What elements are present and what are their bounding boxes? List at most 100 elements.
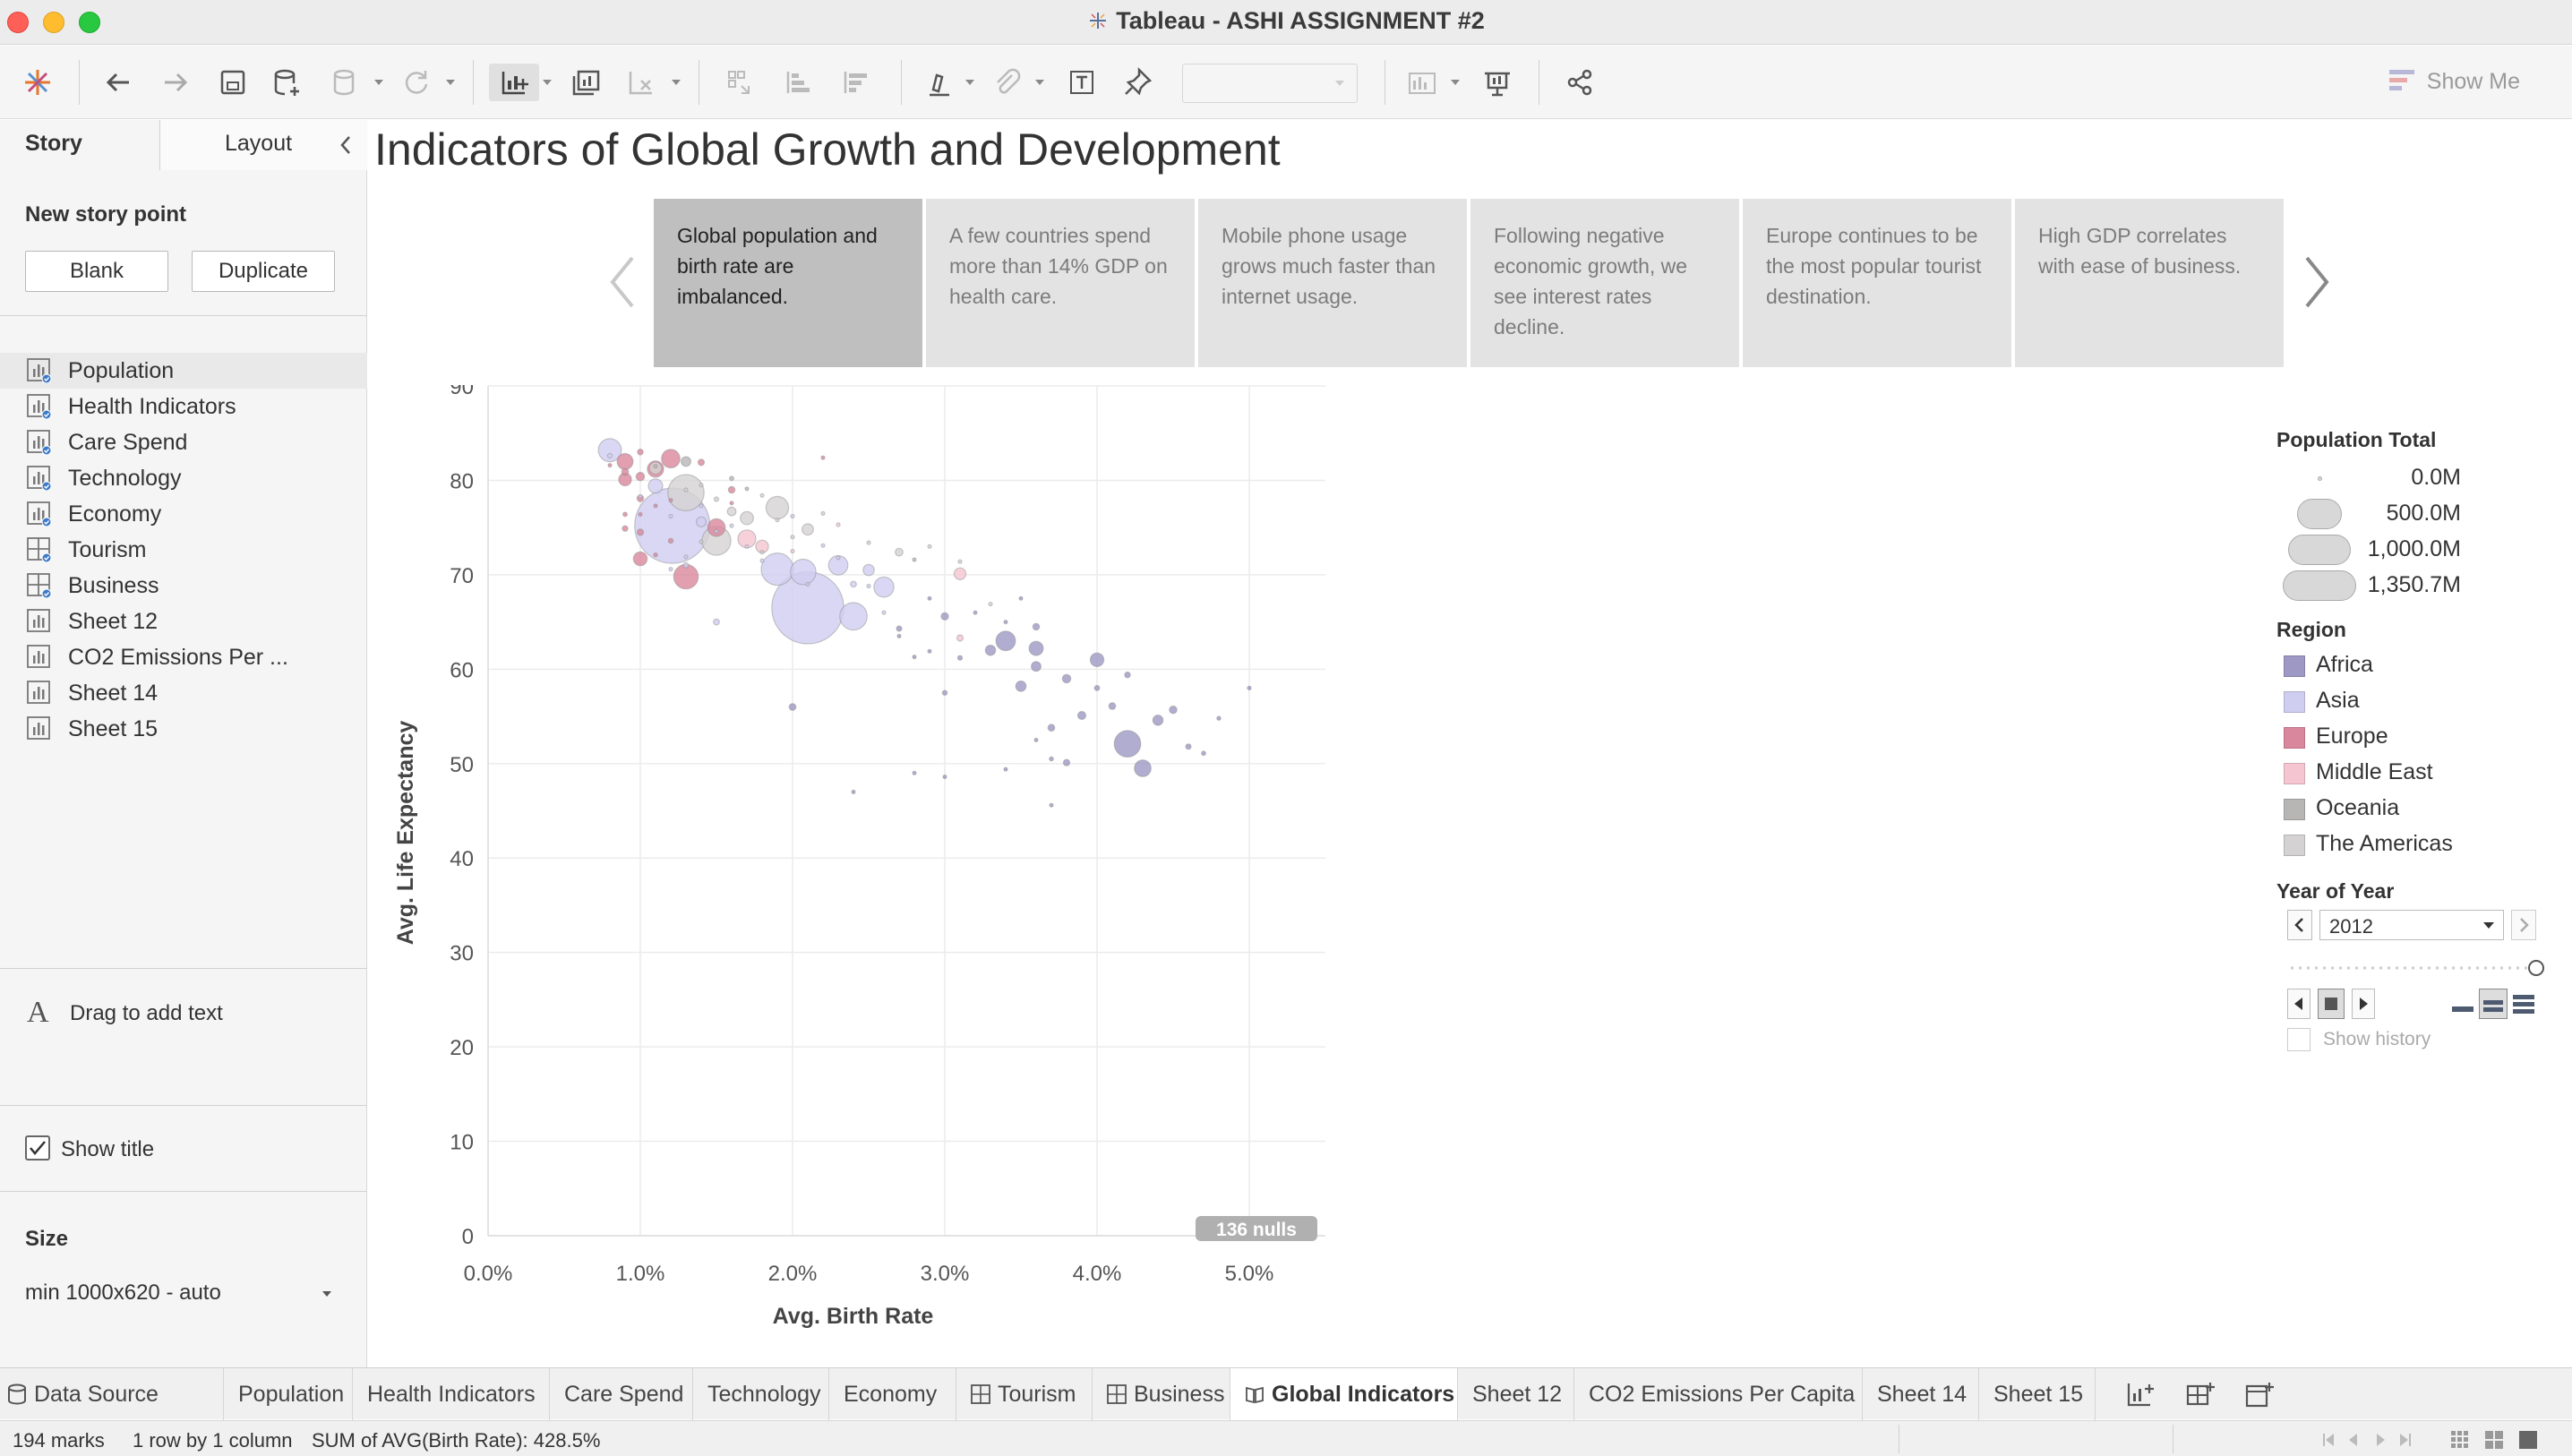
chevron-down-icon[interactable] — [446, 80, 455, 85]
scatter-point-the-americas[interactable] — [740, 510, 754, 526]
close-window-button[interactable] — [7, 12, 29, 33]
sheet-tab-population[interactable]: Population — [224, 1368, 353, 1420]
scatter-point-europe[interactable] — [621, 467, 630, 476]
scatter-point-africa[interactable] — [927, 595, 932, 601]
sheet-item-business[interactable]: Business — [0, 568, 367, 604]
scatter-point-europe[interactable] — [729, 501, 734, 506]
scatter-point-the-americas[interactable] — [802, 523, 814, 536]
next-story-point-icon[interactable] — [2298, 251, 2334, 313]
scatter-point-asia[interactable] — [668, 513, 673, 519]
sheet-tab-sheet-15[interactable]: Sheet 15 — [1979, 1368, 2096, 1420]
scatter-point-europe[interactable] — [637, 449, 644, 456]
scatter-point-the-americas[interactable] — [765, 495, 790, 520]
scatter-point-middle-east[interactable] — [956, 634, 964, 642]
scatter-point-africa[interactable] — [940, 612, 949, 621]
scatter-point-asia[interactable] — [820, 543, 826, 548]
duplicate-sheet-icon[interactable] — [566, 64, 605, 101]
chevron-down-icon[interactable] — [1451, 80, 1460, 85]
chevron-down-icon[interactable] — [374, 80, 383, 85]
show-tabs-icon[interactable] — [2518, 1430, 2538, 1450]
scatter-point-asia[interactable] — [699, 503, 704, 509]
scatter-point-the-americas[interactable] — [683, 487, 689, 492]
scatter-point-asia[interactable] — [836, 555, 841, 561]
scatter-point-asia[interactable] — [862, 563, 875, 577]
sheet-tab-technology[interactable]: Technology — [693, 1368, 829, 1420]
scatter-point-asia[interactable] — [866, 583, 871, 589]
zoom-window-button[interactable] — [79, 12, 100, 33]
duplicate-button[interactable]: Duplicate — [192, 251, 335, 292]
sheet-tab-economy[interactable]: Economy — [829, 1368, 956, 1420]
story-point-6[interactable]: High GDP correlates with ease of busines… — [2015, 199, 2284, 367]
scatter-point-africa[interactable] — [1216, 715, 1222, 722]
sheet-navigation-arrows-icon[interactable] — [2321, 1430, 2420, 1450]
sheet-item-technology[interactable]: Technology — [0, 460, 367, 496]
scatter-point-the-americas[interactable] — [699, 483, 704, 488]
scatter-point-africa[interactable] — [1018, 595, 1024, 601]
scatter-point-africa[interactable] — [1003, 620, 1008, 625]
new-story-tab-icon[interactable] — [2244, 1381, 2275, 1414]
chevron-down-icon[interactable] — [543, 80, 552, 85]
scatter-point-asia[interactable] — [839, 602, 868, 631]
new-worksheet-tab-icon[interactable] — [2126, 1381, 2156, 1414]
sheet-tab-health-indicators[interactable]: Health Indicators — [353, 1368, 550, 1420]
story-point-4[interactable]: Following negative economic growth, we s… — [1470, 199, 1739, 367]
scatter-point-asia[interactable] — [729, 523, 734, 528]
sheet-item-sheet-12[interactable]: Sheet 12 — [0, 604, 367, 639]
refresh-icon[interactable] — [396, 64, 435, 101]
scatter-point-europe[interactable] — [727, 485, 736, 494]
scatter-point-africa[interactable] — [1200, 750, 1206, 757]
new-worksheet-icon[interactable] — [489, 64, 539, 101]
show-title-checkbox[interactable] — [25, 1135, 50, 1161]
scatter-point-the-americas[interactable] — [895, 547, 904, 557]
scatter-point-africa[interactable] — [1124, 671, 1131, 679]
scatter-point-europe[interactable] — [622, 511, 629, 518]
chevron-down-icon[interactable] — [965, 80, 974, 85]
scatter-point-asia[interactable] — [668, 567, 673, 572]
scatter-point-the-americas[interactable] — [957, 559, 963, 564]
story-point-1[interactable]: Global population and birth rate are imb… — [654, 199, 922, 367]
scatter-point-africa[interactable] — [1033, 737, 1039, 742]
sheet-item-sheet-14[interactable]: Sheet 14 — [0, 675, 367, 711]
scatter-point-asia[interactable] — [873, 576, 895, 598]
scatter-point-the-americas[interactable] — [927, 544, 932, 549]
tableau-home-icon[interactable] — [18, 64, 57, 101]
scatter-point-europe[interactable] — [820, 455, 826, 460]
sheet-tab-sheet-12[interactable]: Sheet 12 — [1458, 1368, 1574, 1420]
presentation-mode-icon[interactable] — [1478, 64, 1517, 101]
clear-sheet-icon[interactable] — [622, 64, 661, 101]
scatter-point-africa[interactable] — [912, 770, 917, 775]
chevron-down-icon[interactable] — [672, 80, 681, 85]
scatter-point-europe[interactable] — [707, 518, 726, 537]
slider-handle[interactable] — [2528, 960, 2544, 976]
scatter-point-africa[interactable] — [1047, 724, 1056, 732]
sheet-item-economy[interactable]: Economy — [0, 496, 367, 532]
sheet-tab-sheet-14[interactable]: Sheet 14 — [1863, 1368, 1979, 1420]
sheet-item-population[interactable]: Population — [0, 353, 367, 389]
scatter-point-europe[interactable] — [653, 552, 658, 558]
sheet-tab-tourism[interactable]: Tourism — [956, 1368, 1093, 1420]
group-members-icon[interactable] — [987, 64, 1026, 101]
scatter-point-europe[interactable] — [607, 462, 613, 468]
share-icon[interactable] — [1560, 64, 1599, 101]
scatter-point-europe[interactable] — [668, 498, 673, 503]
tab-story[interactable]: Story — [0, 120, 159, 171]
year-dropdown[interactable]: 2012 — [2319, 910, 2504, 940]
scatter-point-middle-east[interactable] — [953, 567, 967, 580]
scatter-point-oceania[interactable] — [912, 557, 917, 562]
sheet-item-care-spend[interactable]: Care Spend — [0, 424, 367, 460]
sheet-tab-co2-emissions-per-capita[interactable]: CO2 Emissions Per Capita — [1574, 1368, 1863, 1420]
scatter-point-the-americas[interactable] — [759, 492, 765, 498]
story-point-5[interactable]: Europe continues to be the most popular … — [1743, 199, 2011, 367]
scatter-point-africa[interactable] — [941, 689, 948, 697]
show-mark-labels-icon[interactable] — [1062, 64, 1102, 101]
scatter-point-asia[interactable] — [850, 580, 857, 588]
fit-dropdown[interactable] — [1182, 64, 1358, 103]
redo-icon[interactable] — [156, 64, 195, 101]
scatter-point-europe[interactable] — [661, 449, 681, 469]
scatter-point-africa[interactable] — [1049, 756, 1054, 762]
save-icon[interactable] — [213, 64, 253, 101]
new-data-source-icon[interactable] — [267, 64, 306, 101]
scatter-point-the-americas[interactable] — [759, 550, 765, 555]
swap-rows-columns-icon[interactable] — [720, 64, 759, 101]
scatter-point-africa[interactable] — [956, 655, 964, 661]
